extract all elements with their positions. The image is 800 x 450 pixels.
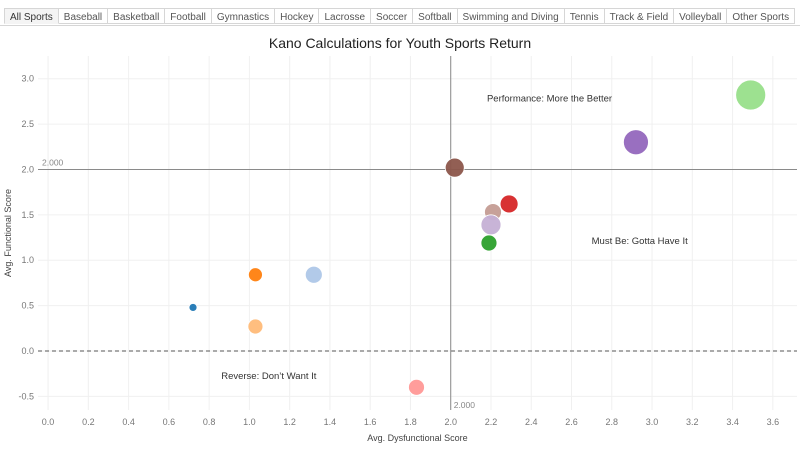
- x-tick-label: 3.0: [646, 417, 659, 427]
- tab-gymnastics[interactable]: Gymnastics: [211, 8, 276, 24]
- data-point: [499, 194, 519, 214]
- y-tick-label: -0.5: [18, 391, 34, 401]
- y-tick-label: 1.5: [21, 210, 34, 220]
- tab-tennis[interactable]: Tennis: [564, 8, 605, 24]
- x-axis-ticks: 0.0 0.2 0.4 0.6 0.8 1.0 1.2 1.4 1.6 1.8 2.0 2.2 2.4 2…: [42, 417, 779, 427]
- tab-bar-divider: [0, 25, 800, 26]
- sport-tab-bar: All Sports Baseball Basketball Football Gymn…: [4, 8, 796, 26]
- quadrant-annotation: Must Be: Gotta Have It: [592, 236, 688, 247]
- x-tick-label: 2.6: [565, 417, 578, 427]
- tab-soccer[interactable]: Soccer: [371, 8, 414, 24]
- data-point: [444, 157, 465, 178]
- x-tick-label: 1.4: [324, 417, 337, 427]
- quadrant-annotation: Reverse: Don’t Want It: [221, 371, 317, 382]
- data-point: [480, 214, 502, 236]
- x-tick-label: 0.4: [122, 417, 135, 427]
- x-tick-label: 1.6: [364, 417, 377, 427]
- x-tick-label: 3.2: [686, 417, 699, 427]
- quadrant-annotation: Performance: More the Better: [487, 93, 612, 104]
- x-tick-label: 2.2: [485, 417, 498, 427]
- data-points: [188, 79, 767, 396]
- y-tick-label: 2.5: [21, 119, 34, 129]
- tab-lacrosse[interactable]: Lacrosse: [319, 8, 372, 24]
- x-axis-label: Avg. Dysfunctional Score: [367, 433, 467, 443]
- y-tick-label: 3.0: [21, 74, 34, 84]
- y-tick-label: 0.0: [21, 346, 34, 356]
- x-tick-label: 2.0: [444, 417, 457, 427]
- tab-baseball[interactable]: Baseball: [58, 8, 109, 24]
- data-point: [188, 303, 198, 312]
- x-tick-label: 3.6: [767, 417, 780, 427]
- x-tick-label: 2.8: [606, 417, 619, 427]
- x-tick-label: 1.0: [243, 417, 256, 427]
- vertical-reference-label: 2.000: [454, 400, 476, 410]
- tab-volleyball[interactable]: Volleyball: [674, 8, 728, 24]
- x-tick-label: 0.8: [203, 417, 216, 427]
- y-tick-label: 2.0: [21, 164, 34, 174]
- data-point: [247, 318, 264, 335]
- data-point: [623, 129, 649, 156]
- y-axis-label: Avg. Functional Score: [3, 189, 13, 277]
- tab-all-sports[interactable]: All Sports: [4, 8, 59, 24]
- grid-lines: [38, 56, 797, 410]
- chart-title: Kano Calculations for Youth Sports Retur…: [268, 35, 532, 51]
- data-point: [248, 267, 263, 283]
- data-point: [304, 265, 323, 284]
- x-tick-label: 1.8: [404, 417, 417, 427]
- data-point: [735, 79, 767, 111]
- tab-hockey[interactable]: Hockey: [275, 8, 320, 24]
- tab-football[interactable]: Football: [165, 8, 212, 24]
- tab-softball[interactable]: Softball: [413, 8, 458, 24]
- quadrant-annotations: Performance: More the Better Must Be: Got…: [221, 93, 688, 382]
- reference-lines: 2.000 2.000: [38, 56, 797, 410]
- data-point: [480, 234, 498, 252]
- x-tick-label: 3.4: [726, 417, 739, 427]
- x-tick-label: 1.2: [283, 417, 296, 427]
- y-tick-label: 0.5: [21, 301, 34, 311]
- data-point: [408, 378, 425, 396]
- tab-basketball[interactable]: Basketball: [108, 8, 166, 24]
- y-tick-label: 1.0: [21, 255, 34, 265]
- x-tick-label: 0.6: [163, 417, 176, 427]
- tab-other-sports[interactable]: Other Sports: [727, 8, 796, 24]
- tab-swimming-and-diving[interactable]: Swimming and Diving: [457, 8, 565, 24]
- x-tick-label: 2.4: [525, 417, 538, 427]
- y-axis-ticks: -0.5 0.0 0.5 1.0 1.5 2.0 2.5 3.0: [18, 74, 34, 402]
- tab-track-field[interactable]: Track & Field: [604, 8, 675, 24]
- x-tick-label: 0.2: [82, 417, 95, 427]
- x-tick-label: 0.0: [42, 417, 55, 427]
- horizontal-reference-label: 2.000: [42, 157, 64, 167]
